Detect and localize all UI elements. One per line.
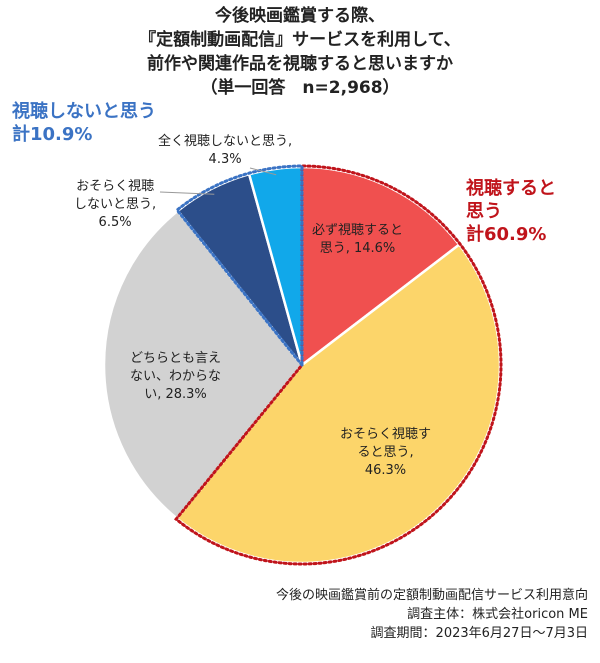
slice-label-probably-watch-line1: おそらく視聴す (340, 427, 432, 442)
negative-group-name: 視聴しないと思う (12, 101, 156, 122)
negative-group-outline (174, 164, 304, 370)
negative-group-label: 視聴しないと思う 計10.9% (12, 100, 156, 146)
slice-label-definitely-not-watch: 全く視聴しないと思う, 4.3% (158, 133, 292, 169)
source-note-line2: 調査主体：株式会社oricon ME (407, 607, 588, 622)
positive-group-outline (174, 164, 503, 566)
chart-title: 今後映画鑑賞する際、 『定額制動画配信』サービスを利用して、 前作や関連作品を視… (0, 4, 600, 100)
slice-label-definitely-watch-line2: 思う, 14.6% (319, 241, 396, 256)
chart-title-line1: 今後映画鑑賞する際、 (215, 6, 385, 26)
leader-line-probably-not-watch (159, 191, 215, 195)
leader-line-definitely-not-watch (249, 167, 277, 176)
slice-label-probably-not-watch-line2: しないと思う, (74, 197, 157, 212)
positive-group-label: 視聴すると 思う 計60.9% (466, 177, 556, 246)
slice-label-definitely-watch-line1: 必ず視聴すると (312, 223, 404, 238)
negative-group-total: 計10.9% (12, 124, 93, 145)
slice-label-definitely-watch: 必ず視聴すると 思う, 14.6% (312, 222, 403, 258)
slice-label-probably-not-watch-line1: おそらく視聴 (76, 179, 155, 194)
source-note-line1: 今後の映画鑑賞前の定額制動画配信サービス利用意向 (275, 588, 588, 603)
source-note-line3: 調査期間：2023年6月27日～7月3日 (370, 626, 588, 641)
chart-title-line2: 『定額制動画配信』サービスを利用して、 (139, 30, 461, 50)
pie-slice-undecided (102, 209, 304, 521)
slice-label-probably-watch: おそらく視聴す ると思う, 46.3% (340, 426, 431, 480)
slice-label-undecided-line1: どちらとも言え (130, 351, 222, 366)
slice-label-probably-watch-line3: 46.3% (364, 463, 407, 478)
positive-group-total: 計60.9% (466, 224, 547, 245)
slice-label-undecided-line3: い, 28.3% (144, 387, 207, 402)
chart-title-line3: 前作や関連作品を視聴すると思いますか (147, 54, 453, 74)
slice-label-probably-not-watch-line3: 6.5% (98, 215, 132, 230)
slice-label-probably-watch-line2: ると思う, (357, 445, 414, 460)
source-note: 今後の映画鑑賞前の定額制動画配信サービス利用意向 調査主体：株式会社oricon… (276, 586, 588, 643)
positive-group-name-1: 視聴すると (466, 178, 556, 199)
slice-label-definitely-not-watch-line1: 全く視聴しないと思う, (158, 134, 293, 149)
slice-label-undecided: どちらとも言え ない、わからな い, 28.3% (130, 350, 221, 404)
slice-label-definitely-not-watch-line2: 4.3% (208, 152, 242, 167)
chart-title-line4: （単一回答 n=2,968） (200, 78, 400, 98)
slice-label-probably-not-watch: おそらく視聴 しないと思う, 6.5% (74, 178, 156, 232)
positive-group-name-2: 思う (466, 201, 502, 222)
slice-label-undecided-line2: ない、わからな (130, 369, 222, 384)
